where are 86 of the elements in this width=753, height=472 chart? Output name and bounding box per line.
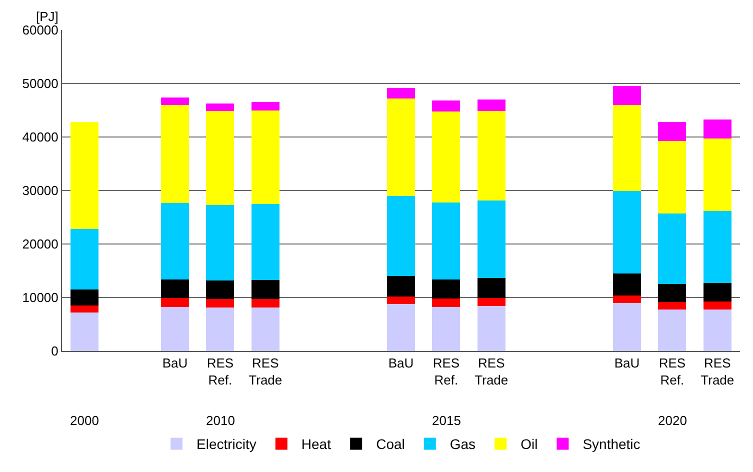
bar: [206, 110, 234, 205]
y-tick-label: 40000: [22, 130, 58, 145]
bar: [206, 299, 234, 308]
bar: [251, 280, 280, 300]
bar: [70, 312, 99, 351]
bar: [658, 140, 686, 214]
bar: [658, 302, 686, 310]
bar: [658, 122, 686, 141]
bar: [160, 104, 190, 203]
bar: [432, 298, 460, 307]
bar: [160, 306, 190, 351]
bar: [386, 98, 416, 196]
bar: [206, 204, 234, 280]
legend-label: Oil: [520, 436, 538, 452]
bar: [658, 309, 686, 351]
bar: [251, 308, 280, 351]
bar: [70, 122, 99, 230]
x-tick-label: RES Trade: [700, 356, 734, 388]
bar: [658, 284, 686, 302]
bar: [70, 229, 99, 290]
bar: [386, 276, 416, 296]
y-tick-label: 30000: [22, 183, 58, 198]
bar: [432, 100, 460, 112]
bar: [477, 110, 506, 201]
x-tick-label: BaU: [388, 356, 414, 371]
bar: [477, 200, 506, 278]
legend-label: Gas: [450, 436, 476, 452]
x-tick-label: BaU: [162, 356, 188, 371]
bar: [612, 273, 642, 296]
bar: [658, 214, 686, 284]
x-tick-label: RES Ref.: [206, 356, 234, 388]
legend-label: Coal: [376, 436, 405, 452]
bar: [477, 278, 506, 298]
bar: [251, 102, 280, 110]
y-tick-label: 10000: [22, 290, 58, 306]
bar: [160, 97, 190, 105]
bar: [386, 296, 416, 304]
text: 2020: [658, 413, 687, 428]
y-axis-title: [PJ]: [36, 9, 58, 24]
text: 2015: [432, 413, 461, 428]
legend-label: Synthetic: [582, 436, 640, 452]
bar: [477, 306, 506, 351]
bar: [703, 210, 732, 284]
bar: [612, 295, 642, 303]
bar: [386, 304, 416, 351]
bar: [703, 283, 732, 302]
bar: [432, 111, 460, 202]
bar: [432, 202, 460, 280]
bar: [160, 279, 190, 298]
x-tick-label: RES Ref.: [658, 356, 686, 388]
bar: [70, 289, 99, 306]
bar: [477, 298, 506, 306]
bar: [206, 103, 234, 111]
bar: [160, 298, 190, 307]
bar: [160, 202, 190, 280]
y-tick-label: 0: [51, 344, 58, 359]
bar: [206, 308, 234, 351]
bar: [251, 204, 280, 280]
bar: [703, 309, 732, 351]
legend-label: Heat: [301, 436, 332, 452]
bar: [703, 301, 732, 310]
x-tick-label: BaU: [614, 356, 640, 371]
bar: [703, 119, 732, 139]
text: 2010: [206, 413, 235, 428]
x-tick-label: RES Ref.: [432, 356, 460, 388]
bar: [386, 88, 416, 98]
bar: [703, 138, 732, 211]
bar: [612, 191, 642, 274]
text: 2000: [70, 413, 99, 428]
bar: [386, 196, 416, 276]
bar: [612, 86, 642, 105]
bar: [206, 280, 234, 300]
x-tick-label: RES Trade: [248, 356, 282, 388]
bar: [612, 302, 642, 351]
legend-label: Electricity: [196, 436, 256, 452]
x-tick-label: RES Trade: [474, 356, 508, 388]
bar: [612, 104, 642, 192]
bar: [432, 306, 460, 351]
y-tick-label: 20000: [22, 236, 58, 252]
bar: [251, 299, 280, 308]
bar: [70, 306, 99, 312]
y-tick-label: 50000: [22, 76, 58, 92]
y-tick-label: 60000: [22, 22, 58, 38]
bar: [251, 110, 280, 204]
bar: [477, 100, 506, 111]
bar: [432, 279, 460, 299]
